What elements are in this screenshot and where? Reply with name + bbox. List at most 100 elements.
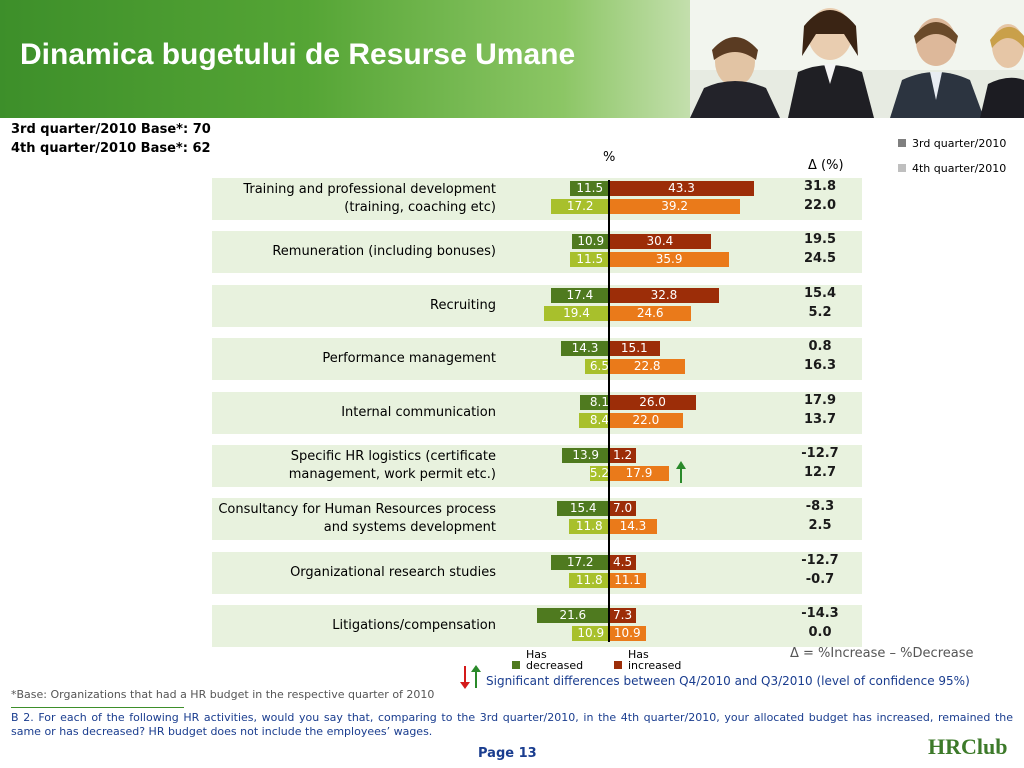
- bar-q4-decreased: [572, 626, 609, 642]
- legend-q3: 3rd quarter/2010: [898, 137, 1006, 150]
- bar-value-label: 17.2: [566, 554, 594, 569]
- category-label: Internal communication: [341, 404, 496, 420]
- bar-q4-increased: [609, 359, 686, 375]
- bar-value-label: 24.6: [636, 305, 664, 320]
- bar-value-label: 39.2: [661, 199, 689, 213]
- category-label: Specific HR logistics (certificate manag…: [288, 449, 496, 482]
- legend-has-increased-label: Has increased: [628, 648, 682, 672]
- bar-value-label: 11.5: [576, 181, 604, 195]
- bar-q4-decreased: [569, 519, 609, 535]
- bar-value-label: 14.3: [571, 341, 599, 356]
- legend-q4: 4th quarter/2010: [898, 162, 1006, 175]
- legend-has-increased: Has increased: [614, 649, 704, 671]
- delta-q3: 0.8: [808, 339, 832, 355]
- delta-q3: -12.7: [801, 552, 839, 568]
- bar-value-label: 15.4: [569, 501, 597, 516]
- delta-q4: 16.3: [803, 358, 837, 374]
- delta-q4: 24.5: [803, 251, 837, 267]
- bar-value-label: 15.1: [620, 341, 648, 356]
- category-row: [212, 284, 862, 327]
- category-row: [212, 338, 862, 381]
- bar-q3-decreased: [561, 341, 609, 357]
- base-note: *Base: Organizations that had a HR budge…: [11, 688, 435, 701]
- bar-value-label: 35.9: [655, 252, 683, 267]
- bar-value-label: 14.3: [619, 519, 647, 534]
- bar-q3-increased: [609, 234, 711, 250]
- bar-q4-increased: [609, 252, 730, 268]
- bar-q4-increased: [609, 466, 669, 481]
- delta-q3: 17.9: [803, 392, 837, 408]
- bar-value-label: 1.2: [609, 448, 637, 463]
- delta-q4: -0.7: [805, 571, 835, 587]
- legend-has-decreased-swatch: [512, 661, 520, 669]
- bar-value-label: 11.5: [576, 252, 604, 267]
- bar-q4-decreased: [544, 305, 609, 321]
- bar-q3-increased: [609, 181, 755, 196]
- bar-q4-increased: [609, 519, 657, 535]
- bar-q4-increased: [609, 572, 647, 588]
- category-label: Organizational research studies: [290, 564, 496, 580]
- bar-q4-increased: [609, 626, 646, 642]
- category-row: [212, 391, 862, 434]
- bar-q3-decreased: [550, 287, 609, 303]
- significance-note: Significant differences between Q4/2010 …: [486, 674, 970, 688]
- base-q4: 4th quarter/2010 Base*: 62: [11, 141, 211, 156]
- bar-q3-decreased: [572, 234, 609, 250]
- bar-q3-decreased: [536, 608, 609, 624]
- business-people-photo: [690, 0, 1024, 118]
- bar-value-label: 17.2: [566, 199, 594, 213]
- base-q3: 3rd quarter/2010 Base*: 70: [11, 122, 211, 137]
- delta-q4: 2.5: [808, 518, 832, 534]
- bar-value-label: 11.8: [575, 572, 603, 587]
- delta-q4: 5.2: [808, 304, 832, 320]
- bar-value-label: 22.0: [632, 412, 660, 427]
- category-label: Recruiting: [430, 297, 496, 313]
- delta-q4: 22.0: [803, 198, 837, 213]
- bar-q4-decreased: [551, 199, 609, 214]
- bar-value-label: 30.4: [646, 234, 674, 249]
- bar-q3-increased: [609, 394, 697, 410]
- bar-value-label: 10.9: [577, 234, 605, 249]
- bar-value-label: 5.2: [589, 466, 609, 481]
- bar-value-label: 8.1: [579, 394, 609, 410]
- bar-value-label: 19.4: [563, 305, 590, 320]
- bar-q4-increased: [609, 199, 741, 214]
- bar-value-label: 17.4: [566, 287, 594, 302]
- category-label: Consultancy for Human Resources process …: [218, 502, 496, 536]
- delta-q3: 31.8: [803, 179, 837, 194]
- bar-value-label: 8.4: [578, 412, 609, 428]
- zero-axis: [608, 180, 610, 642]
- category-row: [212, 231, 862, 274]
- legend-has-increased-swatch: [614, 661, 622, 669]
- category-row: [212, 445, 862, 487]
- bar-value-label: 17.9: [625, 466, 653, 480]
- delta-q4: 0.0: [808, 625, 832, 641]
- legend-q3-swatch: [898, 139, 906, 147]
- bar-q4-decreased: [570, 252, 609, 268]
- page-number: Page 13: [478, 746, 537, 761]
- bar-value-label: 13.9: [572, 448, 600, 462]
- bar-q3-increased: [609, 341, 660, 357]
- footnote-divider: [11, 707, 184, 708]
- delta-q4: 12.7: [803, 465, 837, 480]
- bar-q4-increased: [609, 305, 692, 321]
- delta-q3: -14.3: [801, 606, 839, 622]
- bar-value-label: 21.6: [559, 608, 587, 623]
- delta-q4: 13.7: [803, 411, 837, 427]
- legend-has-decreased-label: Has decreased: [526, 648, 584, 672]
- bar-value-label: 11.1: [614, 572, 641, 587]
- category-label: Performance management: [322, 351, 496, 367]
- bar-q3-decreased: [557, 501, 609, 517]
- bar-value-label: 7.3: [609, 608, 637, 624]
- legend-has-decreased: Has decreased: [512, 649, 602, 671]
- delta-q3: -8.3: [805, 499, 835, 515]
- page-title: Dinamica bugetului de Resurse Umane: [20, 38, 576, 71]
- bar-value-label: 6.5: [585, 359, 609, 375]
- hrclub-logo: HRClub: [928, 734, 1008, 759]
- bar-q3-decreased: [562, 448, 609, 463]
- delta-formula: Δ = %Increase – %Decrease: [790, 646, 974, 661]
- bar-value-label: 43.3: [668, 181, 695, 195]
- category-row: [212, 498, 862, 541]
- bar-q4-increased: [609, 412, 683, 428]
- bar-value-label: 26.0: [639, 394, 666, 409]
